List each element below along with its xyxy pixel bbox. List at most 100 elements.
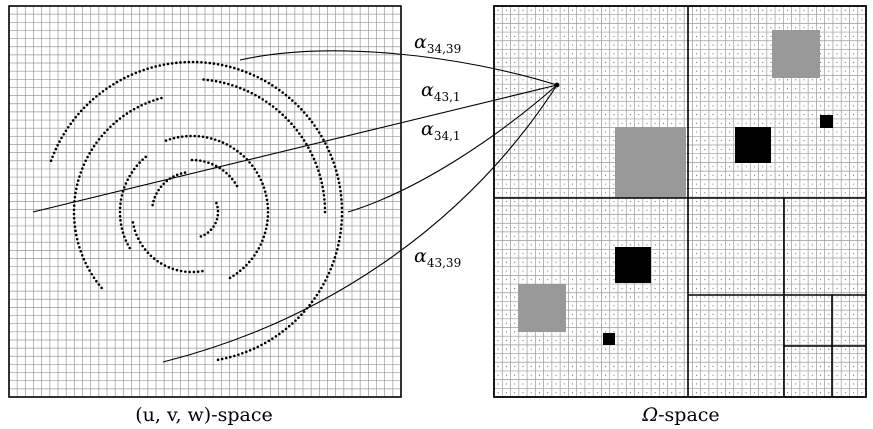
black-block [603, 333, 615, 345]
spiral-point [135, 164, 139, 168]
spiral-point [154, 65, 158, 68]
spiral-point [266, 210, 270, 214]
spiral-point [214, 221, 217, 225]
spiral-point [170, 62, 174, 65]
spiral-point [300, 313, 303, 316]
spiral-point [287, 119, 290, 122]
spiral-point [322, 193, 326, 197]
spiral-point [322, 138, 325, 142]
spiral-point [314, 161, 317, 165]
spiral-point [264, 100, 268, 103]
spiral-point [315, 165, 319, 169]
spiral-point [245, 263, 248, 267]
spiral-point [206, 231, 210, 234]
connector-alpha-34-39 [239, 50, 558, 86]
spiral-point [191, 60, 195, 64]
spiral-point [317, 131, 321, 134]
spiral-point [339, 231, 342, 235]
spiral-point [329, 153, 332, 157]
spiral-point [231, 83, 234, 87]
spiral-point [334, 169, 338, 172]
spiral-point [262, 235, 266, 239]
spiral-point [195, 60, 199, 64]
spiral-point [263, 231, 267, 235]
spiral-point [105, 87, 108, 91]
spiral-point [115, 80, 119, 84]
spiral-point [208, 61, 212, 65]
spiral-point-clouds [49, 60, 344, 362]
spiral-point [228, 276, 232, 280]
spiral-point [141, 244, 144, 248]
spiral-point [151, 203, 154, 207]
spiral-point [238, 269, 242, 272]
spiral-arc-6 [131, 221, 204, 274]
spiral-point [126, 74, 130, 78]
spiral-point [261, 98, 265, 101]
spiral-arc-2 [202, 78, 327, 214]
spiral-point [241, 352, 244, 355]
spiral-point [132, 107, 136, 111]
spiral-point [212, 62, 216, 65]
spiral-point [340, 198, 343, 201]
spiral-point [124, 239, 128, 242]
spiral-point [118, 206, 122, 210]
spiral-point [310, 120, 314, 124]
spiral-point [140, 103, 143, 107]
spiral-point [335, 248, 339, 251]
label-alpha-43-39: α43,39 [414, 245, 461, 270]
spiral-point [112, 122, 115, 126]
spiral-point [275, 107, 278, 111]
spiral-point [266, 219, 269, 222]
spiral-arc-8 [151, 171, 187, 207]
spiral-point [224, 356, 228, 360]
spiral-point [229, 65, 232, 69]
spiral-point [100, 286, 103, 290]
spiral-point [230, 177, 234, 181]
spiral-point [250, 91, 254, 95]
spiral-point [128, 246, 131, 250]
spiral-point [330, 157, 334, 161]
spiral-point [72, 204, 76, 207]
spiral-point [199, 159, 202, 162]
spiral-point [224, 64, 228, 68]
spiral-point [340, 223, 343, 226]
spiral-point [194, 158, 198, 162]
spiral-point [261, 239, 264, 243]
spiral-point [118, 210, 122, 214]
spiral-point [250, 257, 254, 261]
spiral-point [254, 93, 257, 97]
spiral-point [246, 90, 250, 93]
spiral-point [98, 92, 101, 96]
spiral-point [123, 186, 126, 189]
spiral-point [97, 137, 101, 141]
spiral-point [294, 319, 297, 322]
spiral-point [216, 205, 219, 209]
spiral-point [85, 103, 89, 107]
spiral-point [95, 141, 98, 144]
spiral-point [213, 138, 217, 141]
spiral-point [300, 135, 304, 139]
spiral-point [179, 61, 182, 64]
spiral-point [239, 152, 242, 155]
spiral-point [88, 100, 92, 104]
spiral-point [156, 97, 159, 101]
spiral-point [232, 147, 236, 150]
spiral-point [175, 173, 179, 177]
spiral-point [310, 300, 314, 304]
spiral-point [235, 184, 239, 188]
spiral-point [294, 102, 297, 105]
uvw-grid [8, 5, 402, 398]
spiral-point [324, 142, 327, 145]
spiral-point [333, 256, 337, 259]
spiral-point [274, 335, 278, 338]
spiral-point [82, 106, 86, 110]
spiral-point [188, 270, 191, 274]
spiral-point [124, 182, 128, 185]
spiral-point [313, 124, 316, 127]
spiral-point [250, 164, 254, 167]
spiral-point [115, 119, 119, 123]
spiral-point [271, 337, 274, 340]
spiral-point [82, 257, 86, 261]
spiral-point [227, 82, 230, 86]
